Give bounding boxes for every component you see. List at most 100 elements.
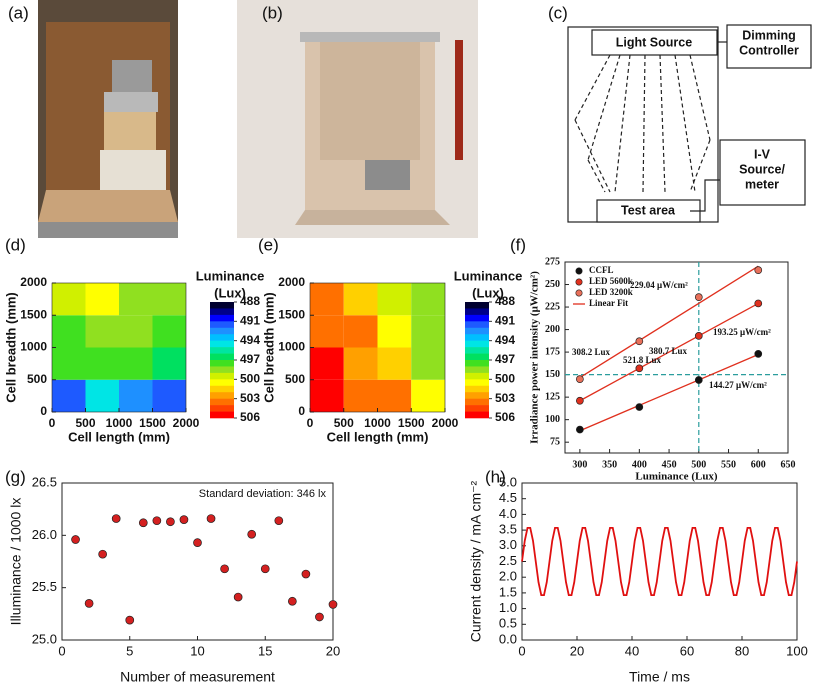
colorbar-swatch <box>465 392 489 399</box>
y-axis-title: Irradiance power intensity (μW/cm²) <box>529 271 541 444</box>
x-tick-label: 650 <box>781 459 796 470</box>
y-tick-label: 4.0 <box>499 506 517 521</box>
colorbar-label: 500 <box>495 372 515 386</box>
data-point <box>233 592 243 602</box>
heatmap-cell <box>343 379 378 412</box>
colorbar-swatch <box>210 340 234 348</box>
panel-label: (f) <box>510 235 526 254</box>
y-tick-label: 25.0 <box>32 631 57 646</box>
x-axis-title: Cell length (mm) <box>68 429 170 444</box>
x-tick-label: 1500 <box>139 416 166 430</box>
colorbar-label: 494 <box>240 333 260 347</box>
y-tick-label: 26.0 <box>32 527 57 542</box>
x-tick-label: 2000 <box>432 416 459 430</box>
colorbar-swatch <box>210 379 234 387</box>
fit-line <box>579 353 759 432</box>
heatmap-cell <box>119 347 153 380</box>
colorbar-title: Luminance <box>196 268 265 283</box>
colorbar-label: 488 <box>240 294 260 308</box>
data-point <box>98 549 108 559</box>
colorbar-swatch <box>465 411 489 419</box>
data-point <box>301 569 311 579</box>
x-tick-label: 500 <box>334 416 354 430</box>
colorbar-swatch <box>465 314 489 322</box>
heatmap-cell <box>411 379 445 412</box>
data-point <box>247 529 257 539</box>
node-label: Light Source <box>616 35 692 49</box>
colorbar-swatch <box>210 372 234 380</box>
colorbar-swatch <box>210 405 234 412</box>
colorbar-label: 506 <box>495 410 515 424</box>
heatmap-cell <box>152 283 186 316</box>
y-tick-label: 150 <box>545 369 560 380</box>
y-tick-label: 25.5 <box>32 579 57 594</box>
colorbar-swatch <box>465 366 489 374</box>
data-point <box>152 516 162 526</box>
colorbar-swatch <box>210 385 234 393</box>
data-point <box>274 516 284 526</box>
data-point <box>179 515 189 524</box>
data-point <box>328 600 338 609</box>
x-tick-label: 300 <box>572 459 587 470</box>
node-label: Source/ <box>739 162 785 176</box>
colorbar-swatch <box>465 385 489 393</box>
x-axis-title: Luminance (Lux) <box>635 471 718 483</box>
colorbar-swatch <box>210 366 234 374</box>
data-point <box>694 293 703 301</box>
y-axis-title: Cell breadth (mm) <box>3 292 18 403</box>
node-label: I-V <box>754 147 771 161</box>
legend-label: CCFL <box>589 265 614 275</box>
x-tick-label: 350 <box>602 459 617 470</box>
annotation: 308.2 Lux <box>572 347 611 357</box>
colorbar-swatch <box>465 334 489 341</box>
colorbar-title: Luminance <box>454 268 523 283</box>
x-tick-label: 2000 <box>173 416 200 430</box>
y-tick-label: 1500 <box>20 307 47 321</box>
y-tick-label: 250 <box>545 279 560 290</box>
colorbar-swatch <box>210 334 234 341</box>
y-tick-label: 3.0 <box>499 537 517 552</box>
colorbar-swatch <box>465 347 489 354</box>
colorbar-swatch <box>465 360 489 367</box>
y-tick-label: 4.5 <box>499 490 517 505</box>
y-tick-label: 1500 <box>278 307 305 321</box>
heatmap-cell <box>52 283 86 316</box>
x-tick-label: 15 <box>258 643 272 658</box>
legend-label: LED 5600k <box>589 276 633 286</box>
annotation: 229.04 μW/cm² <box>630 280 688 290</box>
heatmap-cell <box>411 283 445 316</box>
colorbar-title: (Lux) <box>472 285 504 300</box>
y-tick-label: 1000 <box>20 340 47 354</box>
y-tick-label: 1.0 <box>499 600 517 615</box>
legend-marker <box>575 289 583 297</box>
x-axis-title: Time / ms <box>629 669 690 685</box>
y-tick-label: 26.5 <box>32 474 57 489</box>
data-point <box>111 514 121 523</box>
colorbar-label: 503 <box>495 391 515 405</box>
diagram <box>567 24 812 223</box>
x-tick-label: 0 <box>49 416 56 430</box>
annotation: 521.8 Lux <box>623 355 662 365</box>
plot-frame <box>61 482 334 641</box>
heatmap-cell <box>310 283 344 316</box>
data-point <box>138 518 148 528</box>
x-tick-label: 600 <box>751 459 766 470</box>
data-point <box>754 299 763 308</box>
photo-a <box>38 0 178 238</box>
x-tick-label: 550 <box>721 459 736 470</box>
colorbar-swatch <box>465 327 489 335</box>
heatmap-cell <box>377 379 412 412</box>
x-tick-label: 40 <box>625 643 639 658</box>
heatmap-cell <box>152 379 186 412</box>
colorbar-swatch <box>465 321 489 329</box>
y-tick-label: 100 <box>545 414 560 425</box>
x-tick-label: 400 <box>632 459 647 470</box>
y-tick-label: 200 <box>545 324 560 335</box>
data-point <box>754 350 763 358</box>
x-tick-label: 20 <box>570 643 584 658</box>
panel-label: (h) <box>485 467 506 486</box>
heatmap-cell <box>119 315 153 348</box>
y-tick-label: 2000 <box>20 275 47 289</box>
annotation: 144.27 μW/cm² <box>709 380 767 390</box>
fit-line <box>579 302 759 402</box>
